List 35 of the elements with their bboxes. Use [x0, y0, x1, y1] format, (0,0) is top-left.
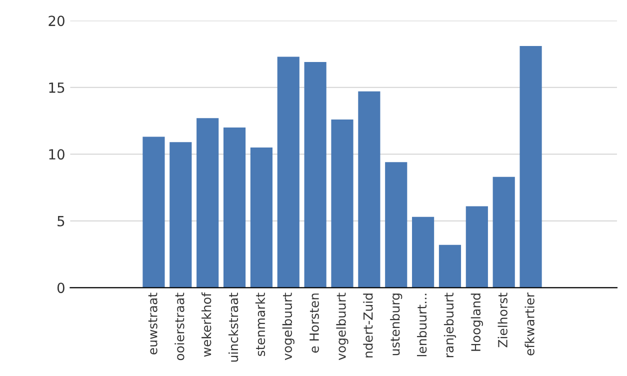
x-tick-label: ndert-Zuid — [363, 294, 373, 358]
x-tick-label: ranjebuurt — [444, 292, 456, 358]
bar — [142, 136, 165, 288]
bar — [358, 91, 380, 288]
x-tick-label: ustenburg — [390, 294, 402, 356]
x-tick-label: efkwartier — [524, 292, 534, 356]
bar — [412, 216, 434, 288]
bar — [250, 147, 272, 288]
y-tick-label: 5 — [58, 216, 64, 226]
x-tick-label: Zielhorst — [498, 292, 508, 348]
y-tick-label: 20 — [48, 16, 64, 26]
y-tick-label: 0 — [57, 282, 64, 294]
x-tick-label: ooierstraat — [174, 292, 184, 360]
bar — [223, 127, 246, 288]
bar — [492, 176, 515, 288]
y-tick-label: 15 — [49, 82, 64, 93]
x-tick-label: vogelbuurt — [336, 292, 348, 360]
x-tick-label: stenmarkt — [255, 292, 266, 356]
x-tick-label: uinckstraat — [228, 292, 238, 362]
bar — [304, 62, 326, 288]
bar — [385, 162, 408, 288]
bar — [438, 244, 462, 288]
bar — [170, 142, 192, 288]
bar — [277, 56, 300, 288]
x-tick-label: euwstraat — [148, 292, 158, 354]
bar — [196, 118, 219, 288]
y-tick-label: 10 — [49, 149, 64, 160]
x-tick-label: e Horsten — [310, 294, 319, 353]
bar — [466, 206, 488, 288]
x-tick-label: vogelbuurt — [282, 292, 294, 360]
x-tick-label: lenbuurt... — [417, 294, 427, 356]
x-tick-label: wekerkhof — [202, 292, 212, 357]
bar — [520, 46, 542, 288]
x-tick-label: Hoogland — [470, 294, 483, 351]
bar — [331, 119, 354, 288]
